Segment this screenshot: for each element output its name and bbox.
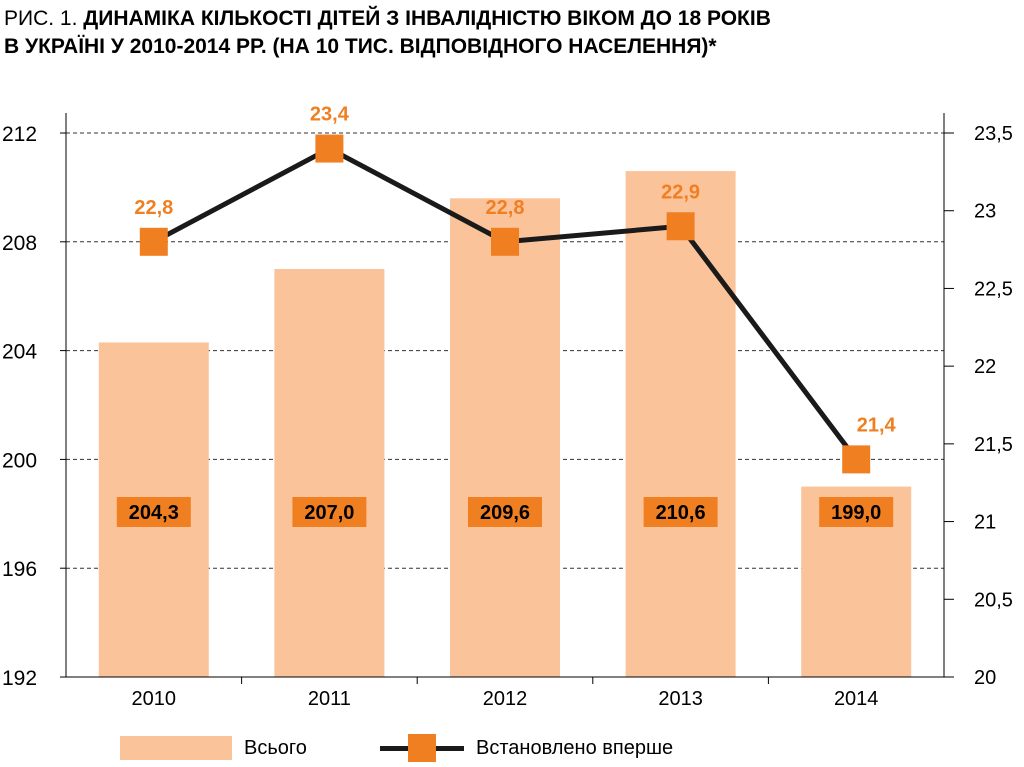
chart-title: ДИНАМІКА КІЛЬКОСТІ ДІТЕЙ З ІНВАЛІДНІСТЮ … [83, 7, 771, 30]
bar [274, 269, 385, 677]
left-tick-label: 204 [2, 341, 37, 364]
legend-item-total: Всього [120, 730, 307, 766]
left-tick-label: 196 [2, 558, 37, 581]
right-tick-label: 22 [974, 356, 996, 378]
bar-value-label-box [292, 497, 367, 527]
line-point-marker [139, 227, 168, 256]
x-tick-label: 2014 [834, 688, 879, 710]
left-tick-label: 192 [2, 667, 37, 690]
right-tick-label: 22,5 [974, 278, 1013, 300]
left-tick-label: 200 [2, 449, 37, 472]
left-tick-label: 212 [2, 123, 37, 146]
line-point-label: 22,9 [661, 181, 700, 203]
x-tick-label: 2010 [132, 688, 177, 710]
line-point-label: 21,4 [857, 414, 897, 436]
bar-value-label-box [643, 497, 718, 527]
line-point-marker [491, 227, 519, 256]
bar-value-label-box [116, 497, 191, 527]
chart-title-line-1: РИС. 1. ДИНАМІКА КІЛЬКОСТІ ДІТЕЙ З ІНВАЛ… [4, 6, 771, 32]
bar-value-label: 204,3 [129, 502, 179, 524]
bar-value-label: 199,0 [831, 502, 881, 524]
line-point-label: 22,8 [486, 197, 525, 219]
right-tick-label: 23,5 [974, 123, 1013, 145]
line-point-marker [315, 134, 344, 163]
right-tick-label: 21 [974, 512, 996, 534]
x-tick-label: 2013 [658, 688, 703, 710]
x-tick-label: 2011 [308, 688, 351, 710]
bar-value-label: 210,6 [656, 502, 706, 524]
legend-swatch-line [380, 733, 464, 763]
bar [625, 171, 736, 677]
legend-item-first: Встановлено вперше [380, 730, 673, 766]
bar-value-label: 207,0 [304, 502, 354, 524]
chart-title-line-2: В УКРАЇНІ У 2010-2014 РР. (НА 10 ТИС. ВІ… [4, 34, 717, 60]
bar-value-label-box [468, 497, 542, 527]
chart-subtitle: В УКРАЇНІ У 2010-2014 РР. (НА 10 ТИС. ВІ… [4, 35, 717, 58]
right-tick-label: 20,5 [974, 589, 1013, 611]
line-point-marker [666, 212, 695, 241]
line-point-label: 23,4 [310, 104, 350, 126]
legend-label-total: Всього [244, 736, 307, 759]
line-point-label: 22,8 [134, 197, 173, 219]
bar-value-label: 209,6 [480, 502, 530, 524]
bar [450, 198, 560, 677]
legend-label-first: Встановлено вперше [476, 736, 674, 759]
right-tick-label: 21,5 [974, 434, 1013, 456]
bar-value-label-box [819, 497, 894, 527]
right-tick-label: 23 [974, 201, 996, 223]
x-tick-label: 2012 [483, 688, 528, 710]
left-tick-label: 208 [2, 232, 37, 255]
right-tick-label: 20 [974, 667, 996, 689]
legend-swatch-bar [120, 736, 232, 760]
line-point-marker [842, 445, 871, 474]
figure-number: РИС. 1. [4, 7, 78, 30]
